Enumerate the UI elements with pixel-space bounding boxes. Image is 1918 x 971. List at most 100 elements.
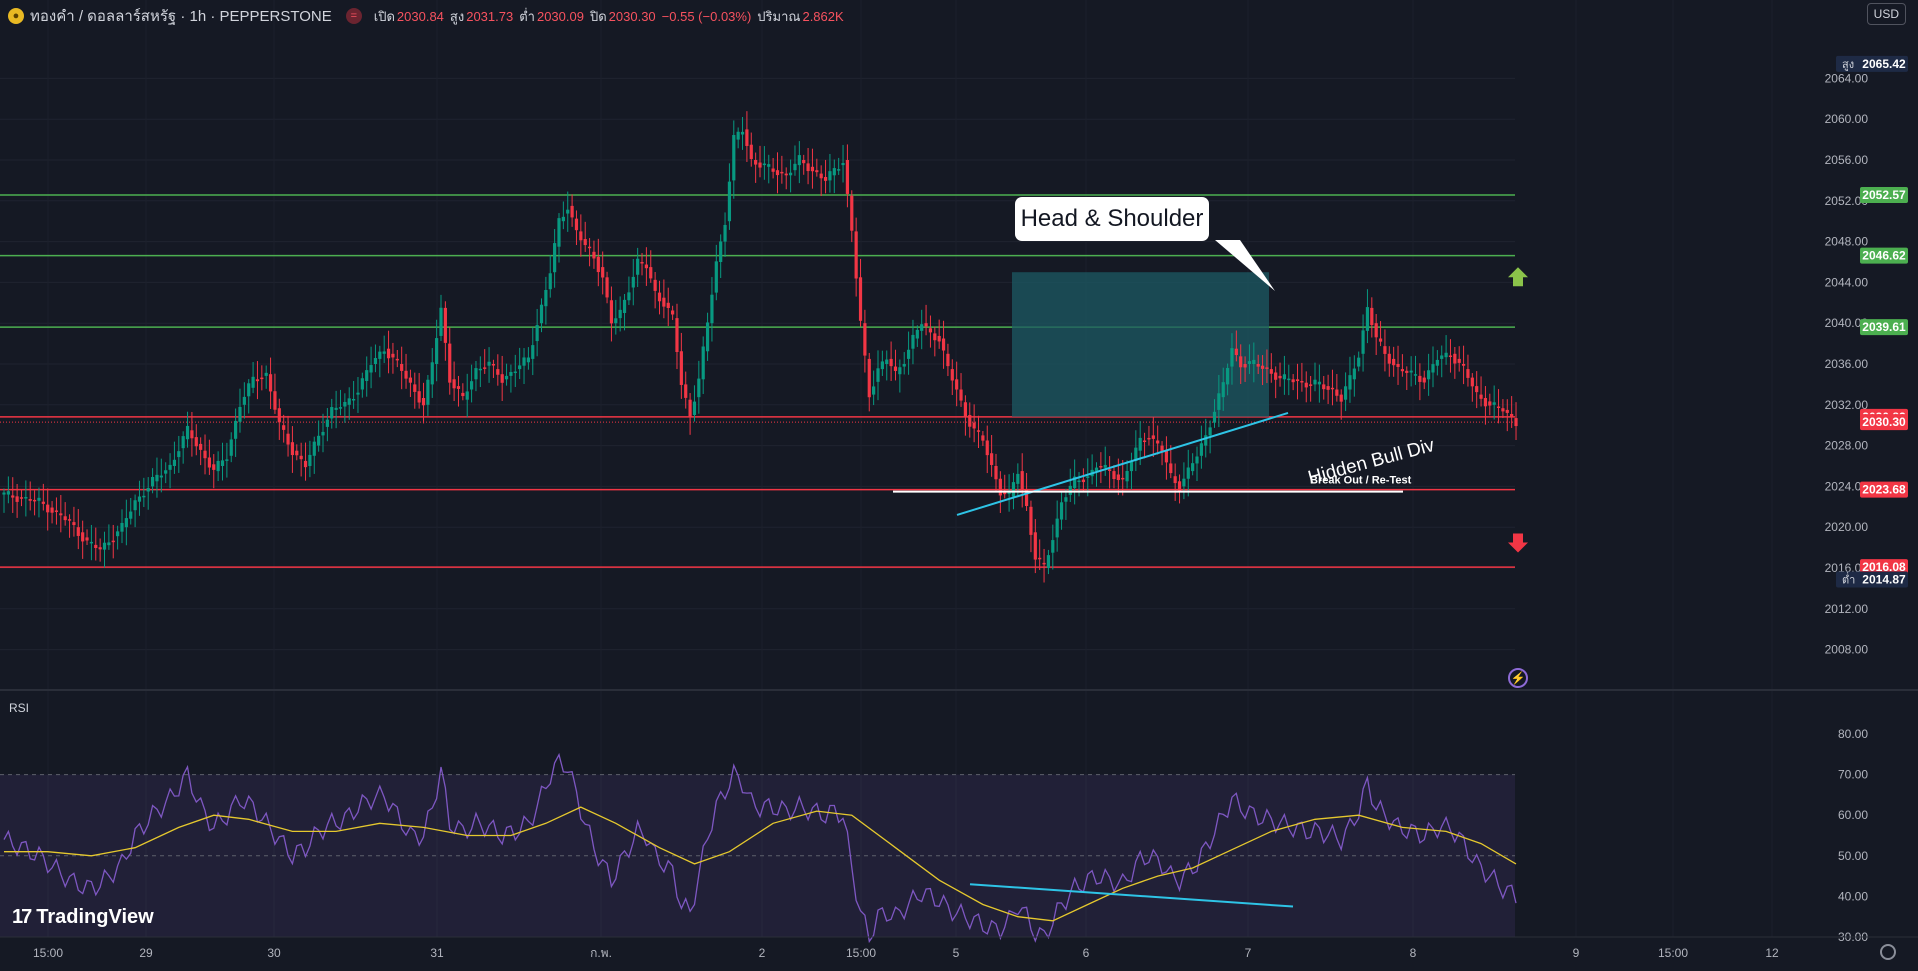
candle-body[interactable] [631,276,635,288]
candle-body[interactable] [120,522,124,532]
candle-body[interactable] [1059,502,1064,520]
candle-body[interactable] [596,256,600,273]
candle-body[interactable] [885,359,889,364]
candle-body[interactable] [1409,370,1413,373]
candle-body[interactable] [299,455,303,460]
candle-body[interactable] [1427,370,1431,380]
candle-body[interactable] [762,163,766,166]
candle-body[interactable] [937,335,941,342]
candle-body[interactable] [1016,473,1020,484]
candle-body[interactable] [1461,364,1466,366]
candle-body[interactable] [273,391,277,410]
candle-body[interactable] [107,542,111,546]
candle-body[interactable] [649,267,653,279]
candle-body[interactable] [535,325,539,342]
candle-body[interactable] [1042,562,1046,565]
candle-body[interactable] [968,415,972,427]
candle-body[interactable] [946,353,950,367]
candle-body[interactable] [1077,480,1081,483]
price-label-badge[interactable] [1860,414,1908,431]
candle-body[interactable] [1335,389,1339,396]
candle-body[interactable] [238,406,242,422]
candle-body[interactable] [1422,377,1426,383]
candle-body[interactable] [710,294,714,324]
candle-body[interactable] [1147,437,1151,440]
candle-body[interactable] [601,267,605,278]
candle-body[interactable] [312,441,316,456]
candle-body[interactable] [251,376,255,388]
candle-body[interactable] [1195,456,1199,464]
candle-body[interactable] [583,239,587,246]
candle-body[interactable] [1247,361,1252,364]
candle-body[interactable] [850,195,854,231]
candle-body[interactable] [810,166,815,172]
candle-body[interactable] [37,497,41,501]
candle-body[interactable] [758,162,762,168]
candle-body[interactable] [85,537,89,541]
candle-body[interactable] [172,459,177,466]
candle-body[interactable] [199,443,203,450]
candle-body[interactable] [1112,471,1116,480]
candle-body[interactable] [1440,355,1444,359]
candle-body[interactable] [1496,406,1501,409]
candle-body[interactable] [832,168,836,176]
candle-body[interactable] [417,391,421,403]
candle-body[interactable] [1064,497,1068,502]
candle-body[interactable] [1295,379,1300,382]
candle-body[interactable] [164,470,168,474]
candle-body[interactable] [260,377,264,380]
candle-body[interactable] [1164,450,1169,463]
candle-body[interactable] [137,496,142,502]
candle-body[interactable] [1256,364,1260,367]
rsi-line[interactable] [3,752,1517,944]
candle-body[interactable] [1343,386,1348,400]
candle-body[interactable] [11,495,15,498]
candle-body[interactable] [671,310,675,315]
candle-body[interactable] [1457,358,1461,363]
candle-body[interactable] [928,328,933,333]
candle-body[interactable] [675,318,679,352]
candle-body[interactable] [212,464,216,470]
candle-body[interactable] [491,364,496,366]
candle-body[interactable] [1182,478,1186,487]
candle-body[interactable] [1208,427,1212,436]
candle-body[interactable] [1020,471,1024,490]
candle-body[interactable] [872,386,876,395]
candle-body[interactable] [1121,477,1125,480]
pattern-box[interactable] [1012,272,1269,417]
candle-body[interactable] [6,491,10,495]
candle-body[interactable] [1313,379,1317,385]
candle-body[interactable] [268,374,273,392]
candle-body[interactable] [1073,476,1077,489]
candle-body[interactable] [159,475,163,478]
candle-body[interactable] [714,261,718,293]
candle-body[interactable] [483,367,487,369]
candle-body[interactable] [456,386,461,389]
candle-body[interactable] [780,171,784,174]
candle-body[interactable] [255,379,260,382]
candle-body[interactable] [369,365,373,373]
candle-body[interactable] [592,251,596,259]
candle-body[interactable] [1352,368,1356,380]
candle-body[interactable] [1383,346,1387,354]
candle-body[interactable] [955,379,959,390]
candle-body[interactable] [1291,379,1295,383]
candle-body[interactable] [439,307,443,336]
candle-body[interactable] [474,368,478,380]
time-axis[interactable]: 15:00 29 30 31 ก.พ. 2 15:00 5 6 7 8 9 15:00 12 [0,936,1918,960]
candle-body[interactable] [1038,557,1042,560]
candle-body[interactable] [1204,435,1208,446]
candle-body[interactable] [767,164,771,167]
candle-body[interactable] [789,172,793,176]
candle-body[interactable] [343,401,347,407]
candle-body[interactable] [373,358,378,364]
candle-body[interactable] [732,135,736,181]
candle-body[interactable] [365,370,369,381]
candle-body[interactable] [513,371,517,374]
candle-body[interactable] [845,160,850,194]
candle-body[interactable] [330,407,334,419]
candle-body[interactable] [657,292,662,302]
candle-body[interactable] [290,442,295,456]
candle-body[interactable] [754,160,758,165]
